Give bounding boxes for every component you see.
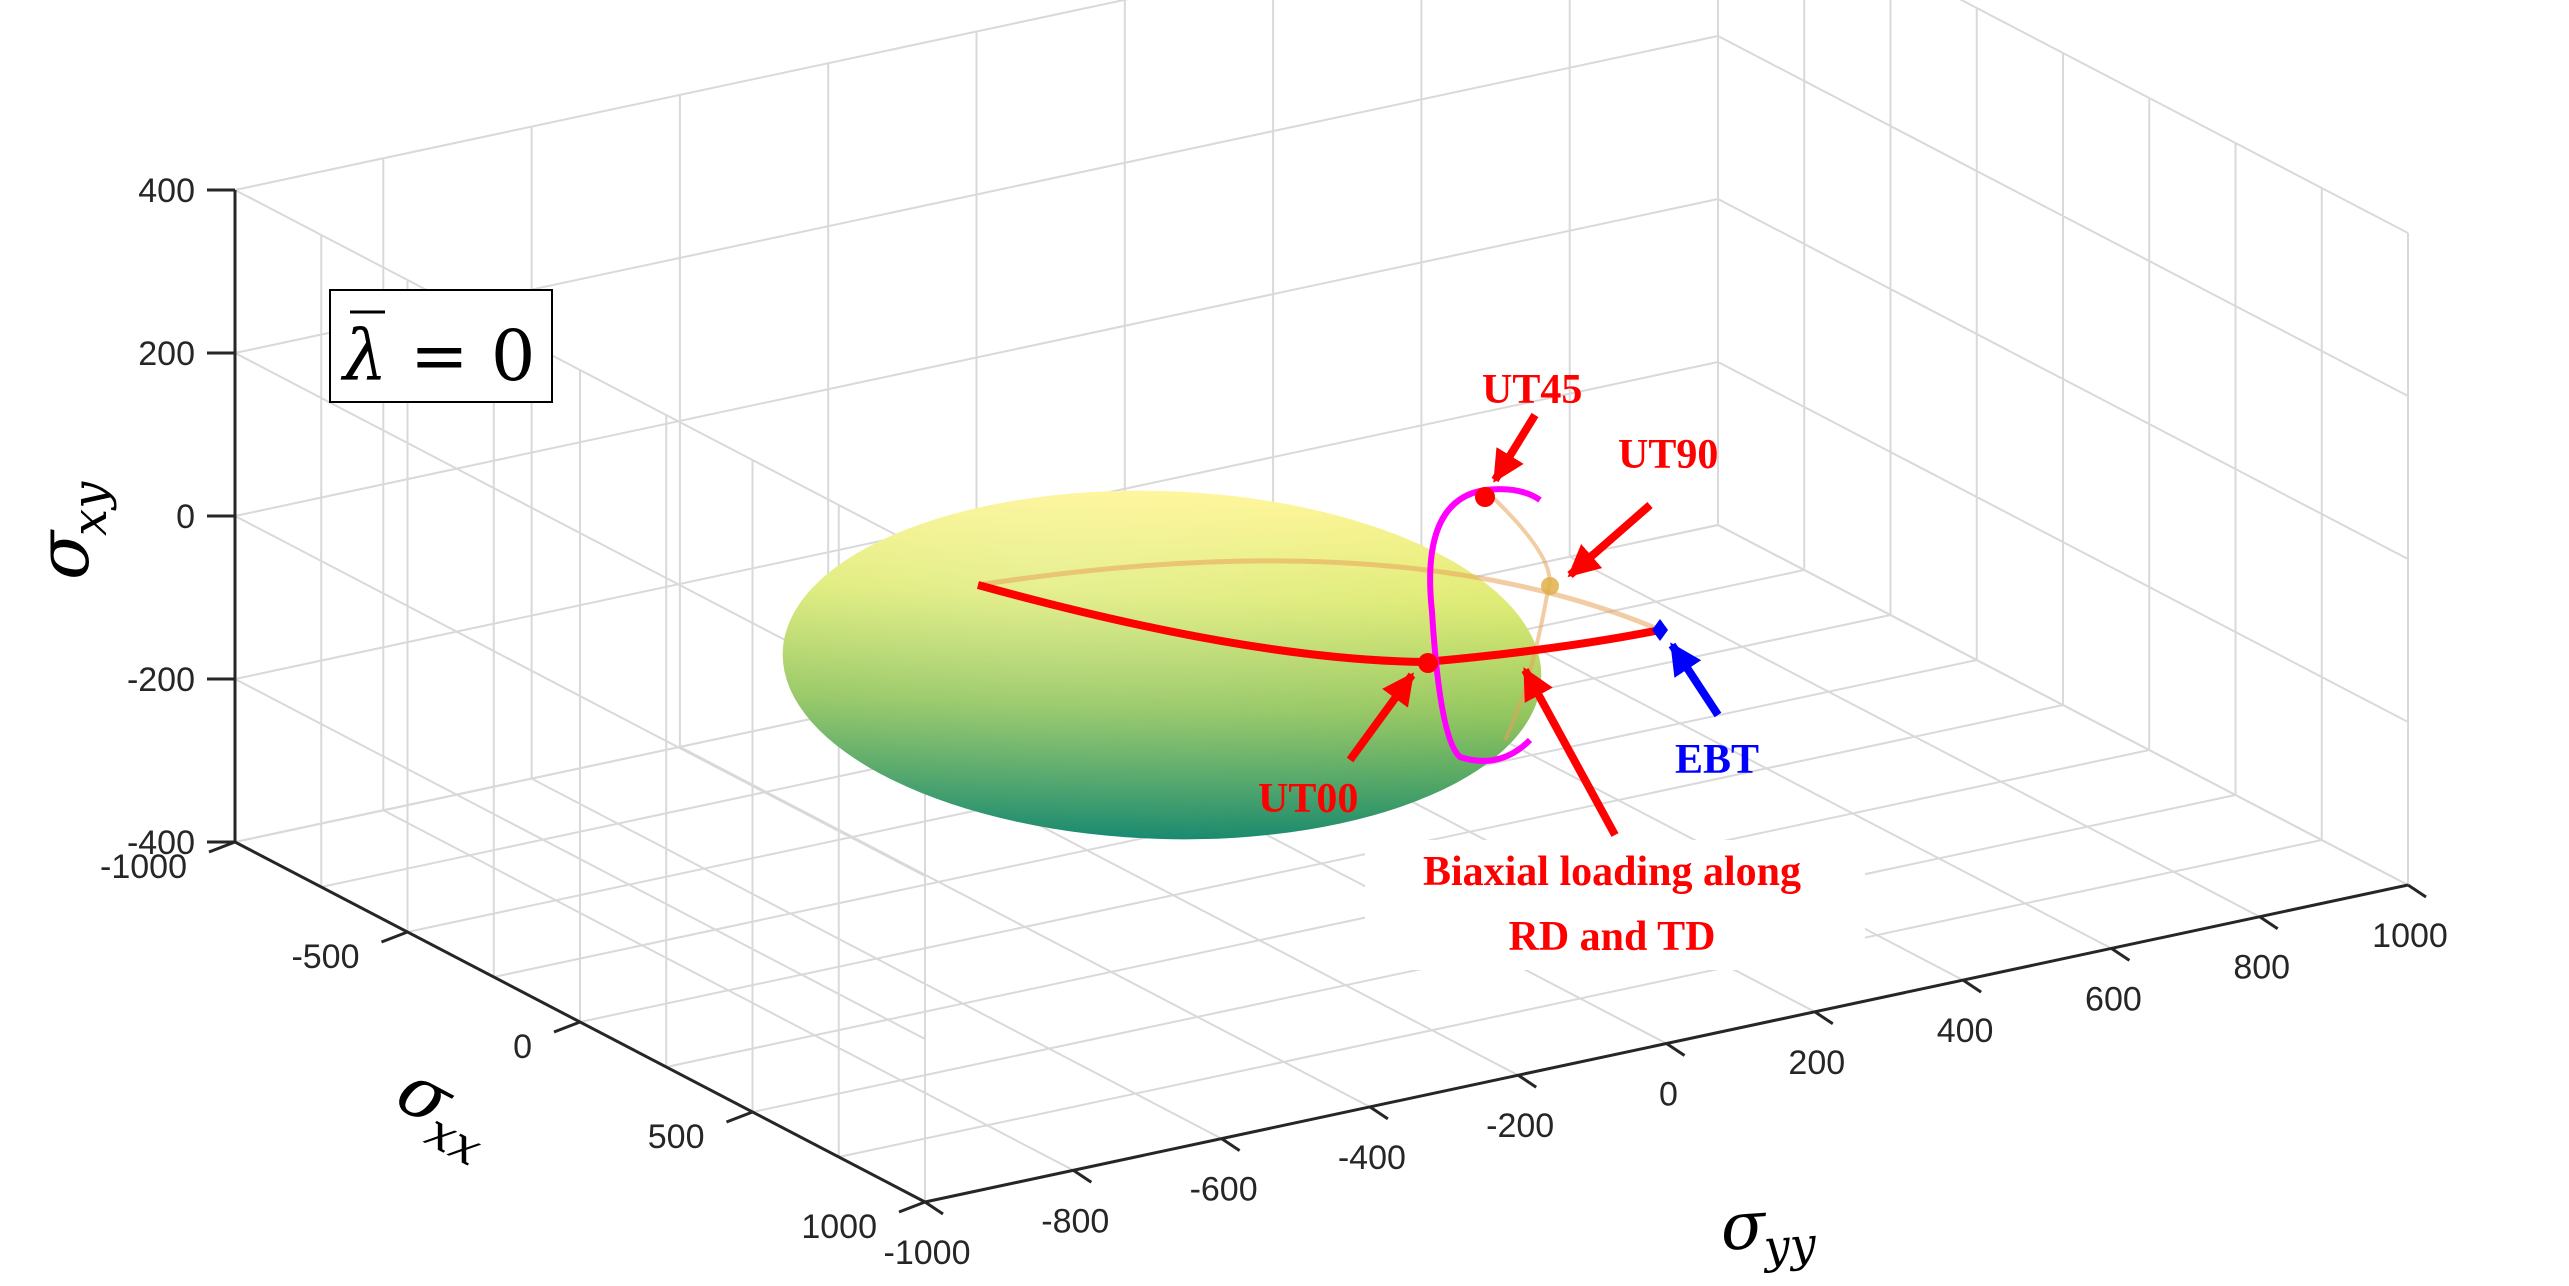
y-tick: [924, 1200, 944, 1216]
y-tick-label: 1000: [2372, 917, 2448, 955]
y-axis-label-main: σ: [1718, 1186, 1770, 1266]
floor-grid-line: [531, 777, 1223, 1140]
label-ut90: UT90: [1618, 432, 1718, 478]
grid-lines: [234, 0, 2409, 1203]
left-wall-grid-line: [234, 678, 926, 1040]
yield-surface: [782, 486, 1661, 840]
x-tick: [725, 1110, 754, 1124]
z-tick-label: 0: [176, 498, 195, 536]
z-tick-label: -200: [127, 661, 195, 699]
biaxial-label-background: [1365, 840, 1865, 970]
y-tick-label: -1000: [884, 1234, 971, 1272]
lambda-equals: = 0: [410, 315, 535, 397]
label-ebt: EBT: [1675, 737, 1759, 783]
left-wall-grid-line: [234, 189, 926, 551]
y-tick-label: 600: [2085, 980, 2142, 1018]
y-tick: [1220, 1137, 1241, 1152]
y-axis-label: σ yy: [1718, 1186, 1819, 1274]
y-tick-label: -600: [1190, 1171, 1258, 1209]
back-wall-grid-line: [234, 198, 1719, 517]
orange-ring-back: [977, 558, 1661, 633]
arrow-ut45: [1491, 412, 1539, 483]
y-tick: [2407, 883, 2427, 899]
x-tick-label: 1000: [801, 1208, 877, 1246]
y-tick-label: -400: [1338, 1139, 1406, 1177]
y-tick-label: 200: [1788, 1044, 1845, 1082]
x-tick: [208, 840, 236, 854]
z-axis-label-main: σ: [21, 529, 105, 580]
annotation-labels: UT45 UT90 UT00 EBT Biaxial loading along…: [1258, 367, 1865, 970]
right-wall-grid-line: [1717, 35, 2409, 397]
x-tick-label: -1000: [100, 848, 187, 886]
x-tick-label: 500: [648, 1118, 705, 1156]
right-wall-grid-line: [1959, 0, 2409, 234]
point-ut45: [1475, 487, 1495, 507]
y-tick-label: 400: [1937, 1012, 1994, 1050]
y-tick: [2258, 915, 2279, 930]
right-wall-grid-line: [1717, 361, 2409, 723]
z-axis-label-sub: xy: [62, 481, 118, 536]
lambda-symbol: λ: [340, 315, 387, 397]
arrow-ut90: [1567, 501, 1653, 579]
point-ut00: [1418, 653, 1438, 673]
right-wall-grid-line: [1717, 524, 2409, 886]
y-tick-label: 800: [2233, 949, 2290, 987]
y-tick: [1369, 1105, 1389, 1121]
y-tick-label: -200: [1486, 1107, 1554, 1145]
left-wall-grid-line: [234, 515, 926, 877]
y-tick-label: 0: [1659, 1076, 1678, 1114]
tick-labels: -400-2000200400-1000-50005001000-1000-80…: [100, 172, 2448, 1272]
x-tick: [553, 1020, 581, 1034]
x-tick: [380, 930, 409, 944]
z-tick-label: -400: [127, 824, 195, 862]
z-axis-label: σ xy: [21, 481, 118, 580]
point-ut90: [1541, 577, 1559, 595]
red-equator: [976, 581, 1661, 667]
label-ut45: UT45: [1482, 367, 1582, 413]
y-tick-label: -800: [1041, 1202, 1109, 1240]
y-tick: [1962, 978, 1982, 994]
floor-grid-line: [382, 809, 1074, 1172]
x-tick-label: -500: [291, 938, 359, 976]
y-tick: [1665, 1042, 1686, 1057]
y-tick: [2110, 947, 2131, 962]
back-wall-grid-line: [234, 0, 1129, 191]
axis-labels: σ xy σ xx σ yy: [21, 481, 1819, 1274]
point-ebt: [1652, 619, 1668, 641]
x-tick-label: 0: [513, 1028, 532, 1066]
axes: [207, 188, 2427, 1216]
y-tick: [1813, 1010, 1834, 1026]
magenta-ellipse: [1427, 487, 1533, 764]
label-ut00: UT00: [1258, 776, 1358, 822]
x-axis-label: σ xx: [384, 1046, 491, 1178]
arrow-biaxial: [1521, 667, 1619, 837]
z-tick-label: 400: [138, 172, 195, 210]
label-biaxial-line1: Biaxial loading along: [1423, 849, 1801, 895]
floor-grid-line: [679, 746, 1371, 1108]
x-tick: [898, 1200, 926, 1214]
lambda-box: [329, 289, 553, 403]
annotation-arrows: [1346, 412, 1722, 837]
data-points: [1418, 487, 1668, 673]
right-wall-grid-line: [1717, 198, 2409, 560]
z-tick-label: 200: [138, 335, 195, 373]
arrow-ut00: [1346, 672, 1416, 763]
y-tick: [1517, 1073, 1538, 1089]
y-tick: [1072, 1169, 1093, 1184]
lambda-annotation-box: λ = 0: [329, 289, 553, 403]
floor-grid-line: [1569, 555, 2261, 918]
arrow-ebt: [1668, 642, 1722, 718]
label-biaxial-line2: RD and TD: [1509, 914, 1716, 960]
y-axis-label-sub: yy: [1760, 1216, 1819, 1274]
